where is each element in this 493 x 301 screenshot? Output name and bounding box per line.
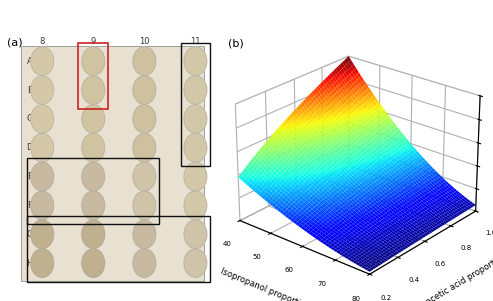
Text: 11: 11 [190, 37, 201, 46]
Text: (b): (b) [228, 38, 244, 48]
Circle shape [31, 105, 54, 133]
Text: G: G [27, 230, 33, 239]
Circle shape [184, 191, 207, 220]
Circle shape [184, 105, 207, 133]
Circle shape [184, 249, 207, 277]
Circle shape [82, 133, 105, 162]
Circle shape [31, 249, 54, 277]
Circle shape [82, 47, 105, 75]
Circle shape [31, 191, 54, 220]
Circle shape [31, 162, 54, 191]
Text: (a): (a) [7, 38, 23, 48]
Bar [28, 216, 210, 281]
Text: 9: 9 [91, 37, 96, 46]
Circle shape [133, 76, 156, 104]
Text: 10: 10 [139, 37, 149, 46]
Y-axis label: Trifluoroacetic acid proportion (%): Trifluoroacetic acid proportion (%) [395, 243, 493, 301]
Circle shape [31, 47, 54, 75]
Circle shape [184, 133, 207, 162]
Circle shape [133, 47, 156, 75]
Text: C: C [27, 114, 33, 123]
Circle shape [133, 133, 156, 162]
Circle shape [82, 191, 105, 220]
Text: H: H [27, 259, 33, 268]
Bar [28, 158, 159, 224]
Circle shape [133, 105, 156, 133]
Text: F: F [27, 201, 32, 210]
Text: E: E [27, 172, 33, 181]
Text: B: B [27, 85, 33, 95]
Bar [78, 43, 108, 109]
Circle shape [133, 220, 156, 248]
Circle shape [82, 105, 105, 133]
Circle shape [184, 47, 207, 75]
Circle shape [184, 76, 207, 104]
Circle shape [133, 191, 156, 220]
Bar [22, 46, 204, 281]
Bar [180, 43, 210, 166]
Text: D: D [27, 143, 33, 152]
Circle shape [133, 162, 156, 191]
Circle shape [31, 133, 54, 162]
Circle shape [82, 220, 105, 248]
Circle shape [31, 220, 54, 248]
Circle shape [82, 76, 105, 104]
Text: A: A [27, 57, 33, 66]
X-axis label: Isopropanol proportion (%): Isopropanol proportion (%) [219, 266, 327, 301]
Circle shape [82, 162, 105, 191]
Circle shape [184, 162, 207, 191]
Text: 8: 8 [39, 37, 45, 46]
Circle shape [82, 249, 105, 277]
Circle shape [31, 76, 54, 104]
Circle shape [184, 220, 207, 248]
Circle shape [133, 249, 156, 277]
